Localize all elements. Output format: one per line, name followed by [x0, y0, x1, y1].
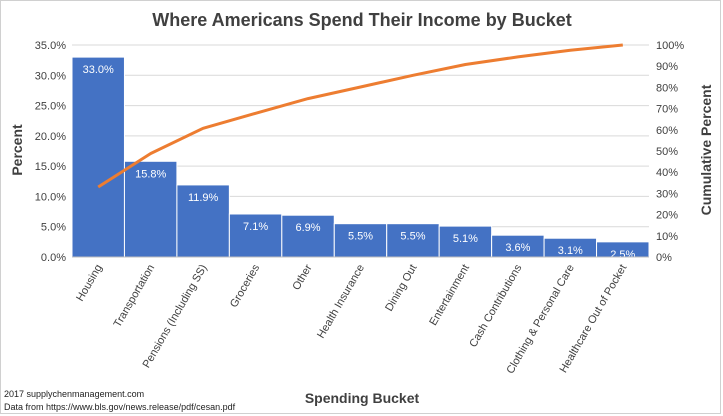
- bar: [438, 225, 493, 258]
- x-tick-label: Cash Contributions: [467, 262, 524, 349]
- y-tick-label: 15.0%: [35, 161, 66, 173]
- y-tick-label: 10.0%: [35, 191, 66, 203]
- y-tick-label: 30.0%: [35, 70, 66, 82]
- x-axis-label: Spending Bucket: [305, 390, 420, 406]
- bar-data-label: 6.9%: [296, 222, 321, 234]
- bar-data-label: 33.0%: [83, 64, 114, 76]
- cumulative-line-series: [97, 43, 623, 189]
- footnote-data-source: Data from https://www.bls.gov/news.relea…: [4, 402, 236, 412]
- y2-tick-label: 30%: [656, 188, 678, 200]
- y2-tick-label: 0%: [656, 252, 672, 264]
- x-tick-label: Other: [290, 262, 314, 292]
- bar: [176, 184, 230, 258]
- y2-tick-label: 10%: [656, 231, 678, 243]
- x-tick-label: Housing: [74, 263, 105, 304]
- bar-data-label: 2.5%: [610, 249, 635, 261]
- x-tick-label: Transportation: [112, 263, 158, 330]
- y2-axis-ticks: 0% 10% 20% 30% 40% 50% 60% 70% 80% 90% 100%: [656, 40, 684, 264]
- bar-data-label: 3.6%: [505, 242, 530, 254]
- y2-tick-label: 100%: [656, 40, 684, 52]
- bar-data-label: 11.9%: [188, 192, 219, 204]
- bar-data-label: 3.1%: [558, 245, 583, 257]
- y2-tick-label: 80%: [656, 82, 678, 94]
- y2-tick-label: 50%: [656, 146, 678, 158]
- y2-tick-label: 90%: [656, 61, 678, 73]
- y2-axis-label: Cumulative Percent: [698, 84, 714, 215]
- bar-data-labels: 33.0% 15.8% 11.9% 7.1% 6.9% 5.5% 5.5% 5.1% 3.6% 3…: [83, 64, 636, 261]
- y2-tick-label: 70%: [656, 104, 678, 116]
- y-axis-ticks: 0.0% 5.0% 10.0% 15.0% 20.0% 25.0% 30.0% 35.0%: [35, 40, 66, 264]
- y2-tick-label: 40%: [656, 167, 678, 179]
- cumulative-line: [97, 43, 623, 189]
- bar: [123, 160, 178, 258]
- x-tick-label: Dining Out: [383, 263, 419, 314]
- bar-data-label: 5.1%: [453, 233, 478, 245]
- x-tick-label: Entertainment: [427, 262, 472, 327]
- x-tick-label: Health Insurance: [315, 263, 367, 341]
- bar-data-label: 15.8%: [135, 168, 166, 180]
- chart-title: Where Americans Spend Their Income by Bu…: [152, 10, 571, 30]
- footnote-source-site: 2017 supplychenmanagement.com: [4, 389, 145, 399]
- y-tick-label: 25.0%: [35, 101, 66, 113]
- y-axis-label: Percent: [9, 124, 25, 176]
- y-tick-label: 35.0%: [35, 40, 66, 52]
- x-tick-label: Groceries: [228, 262, 262, 310]
- bar: [281, 214, 335, 258]
- bar: [71, 56, 125, 258]
- bar-data-label: 5.5%: [400, 231, 425, 243]
- y2-tick-label: 20%: [656, 210, 678, 222]
- y2-tick-label: 60%: [656, 125, 678, 137]
- y-tick-label: 5.0%: [41, 222, 66, 234]
- bar-data-label: 5.5%: [348, 231, 373, 243]
- y-tick-label: 20.0%: [35, 131, 66, 143]
- y-tick-label: 0.0%: [41, 252, 66, 264]
- bar-data-label: 7.1%: [243, 221, 268, 233]
